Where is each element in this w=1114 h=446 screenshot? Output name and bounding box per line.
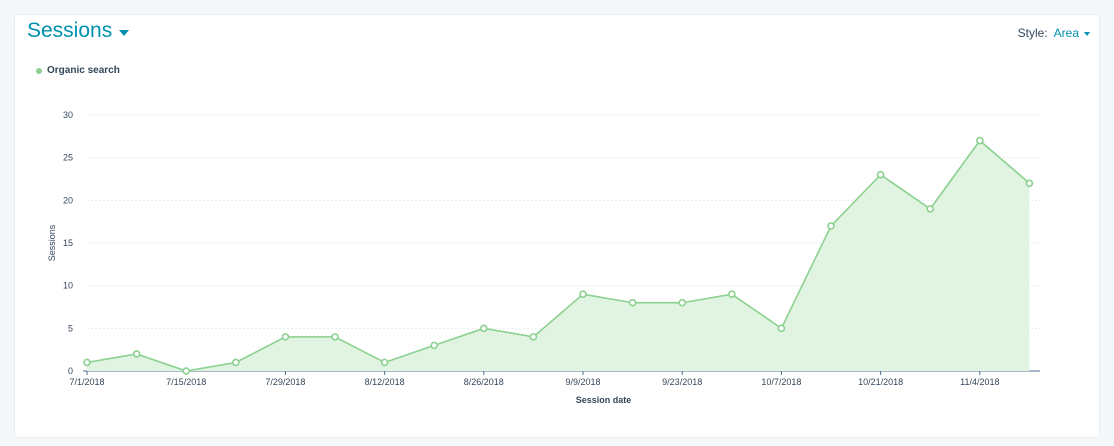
- caret-down-icon: [119, 29, 130, 36]
- series-line: [86, 139, 1030, 372]
- style-dropdown[interactable]: Area: [1054, 26, 1090, 40]
- data-point: [827, 222, 835, 230]
- data-point: [678, 298, 687, 307]
- data-point: [529, 333, 538, 341]
- data-point: [232, 358, 240, 367]
- series-area: [87, 140, 1030, 371]
- legend-dot-icon: [36, 67, 42, 74]
- data-point: [479, 324, 488, 333]
- data-point: [430, 341, 439, 350]
- x-tick-label: 7/15/2018: [166, 377, 206, 387]
- x-tick-label: 10/7/2018: [761, 377, 801, 387]
- x-axis-title: Session date: [576, 395, 632, 405]
- data-point: [926, 205, 935, 213]
- style-selector: Style: Area: [1018, 26, 1090, 40]
- data-point: [132, 350, 141, 358]
- data-point: [975, 136, 984, 145]
- y-axis-title: Sessions: [47, 224, 57, 261]
- data-point: [331, 333, 339, 341]
- y-tick-label: 15: [63, 238, 73, 248]
- data-point: [628, 298, 637, 307]
- data-point: [83, 358, 91, 367]
- y-tick-label: 30: [63, 110, 73, 120]
- x-tick-label: 7/1/2018: [69, 377, 104, 387]
- data-point: [876, 170, 885, 179]
- data-point: [579, 290, 587, 299]
- y-tick-label: 20: [63, 195, 73, 205]
- caret-down-icon: [1084, 32, 1090, 36]
- data-point: [777, 324, 786, 333]
- style-value: Area: [1053, 26, 1079, 40]
- data-point: [281, 333, 290, 341]
- legend-label: Organic search: [47, 65, 120, 76]
- x-tick-label: 10/21/2018: [858, 377, 903, 387]
- data-point: [1025, 179, 1034, 188]
- data-point: [727, 290, 736, 299]
- x-tick-label: 11/4/2018: [960, 377, 999, 387]
- data-point: [380, 358, 389, 367]
- report-title-dropdown[interactable]: Sessions: [27, 19, 130, 43]
- y-tick-label: 25: [63, 153, 73, 163]
- x-tick-label: 9/23/2018: [662, 377, 702, 387]
- y-tick-label: 5: [68, 323, 73, 333]
- x-tick-label: 8/12/2018: [365, 377, 405, 387]
- y-tick-label: 0: [68, 366, 73, 376]
- chart-legend: Organic search: [36, 65, 120, 76]
- y-tick-label: 10: [63, 281, 73, 291]
- data-point: [182, 367, 190, 375]
- page-title: Sessions: [27, 19, 113, 42]
- x-tick-label: 9/9/2018: [565, 377, 600, 387]
- x-tick-label: 8/26/2018: [464, 377, 504, 387]
- x-tick-label: 7/29/2018: [265, 377, 305, 387]
- style-label: Style:: [1017, 26, 1048, 40]
